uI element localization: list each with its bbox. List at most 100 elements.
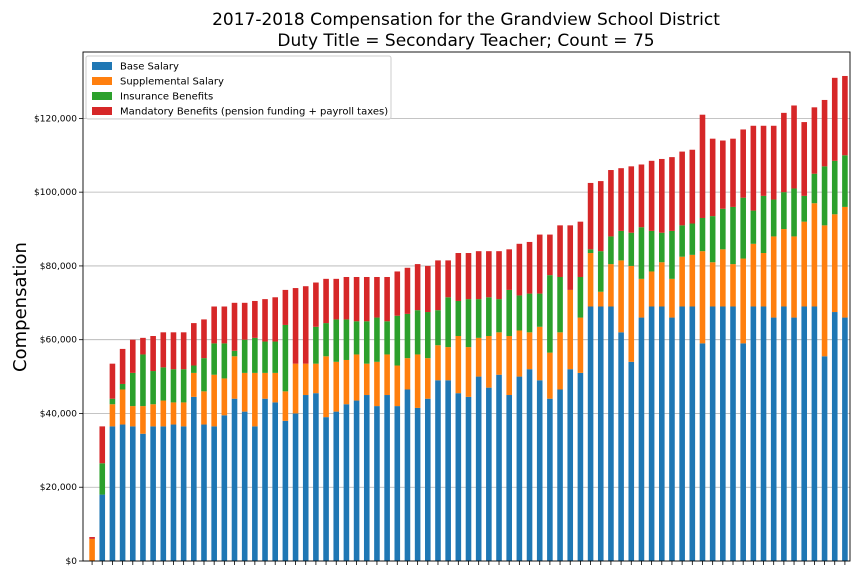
bar-segment — [231, 302, 238, 351]
bar-segment — [180, 402, 187, 427]
bar-segment — [475, 299, 482, 338]
bar-segment — [170, 402, 177, 425]
bar-segment — [811, 107, 818, 174]
bar-segment — [140, 354, 146, 407]
bar-segment — [618, 332, 624, 561]
bar-segment — [323, 278, 329, 324]
bar-segment — [709, 138, 716, 217]
bar-segment — [801, 122, 808, 196]
bar-segment — [709, 216, 716, 263]
bar-segment — [536, 326, 543, 381]
bar-segment — [750, 210, 757, 244]
bar-segment — [363, 363, 370, 396]
legend-swatch — [92, 92, 112, 100]
bar-segment — [455, 336, 462, 394]
bar-segment — [608, 264, 614, 307]
bar-segment — [191, 365, 197, 373]
bar-segment — [770, 317, 777, 561]
bar-segment — [597, 306, 604, 561]
bar-segment — [608, 236, 614, 265]
bar-segment — [323, 417, 329, 561]
legend-swatch — [92, 77, 112, 85]
bar-segment — [435, 260, 441, 311]
bar-segment — [557, 225, 563, 277]
bar-segment — [211, 374, 217, 427]
y-tick-label: $0 — [66, 557, 78, 567]
legend-frame — [85, 55, 392, 120]
chart-title: 2017-2018 Compensation for the Grandview… — [212, 10, 720, 30]
bar-segment — [648, 230, 655, 272]
bar-segment — [709, 306, 716, 561]
bar-segment — [119, 389, 126, 425]
bar-segment — [241, 411, 248, 561]
bar-segment — [394, 271, 401, 316]
y-tick-labels: $0 $20,000 $40,000 $60,000 $80,000 $100,000 $1… — [34, 114, 77, 567]
bar-segment — [506, 395, 512, 561]
bar-segment — [201, 319, 207, 359]
bar-segment — [526, 241, 533, 294]
bar-segment — [750, 125, 757, 211]
bar-segment — [597, 181, 604, 252]
bar-segment — [577, 372, 584, 561]
bar-segment — [770, 236, 777, 318]
bar-segment — [516, 243, 523, 296]
bar-segment — [699, 343, 706, 561]
bar-segment — [272, 402, 279, 561]
bar-segment — [129, 339, 136, 373]
bar-segment — [353, 400, 360, 561]
bar-segment — [384, 354, 390, 396]
bar-segment — [669, 157, 675, 231]
bar-segment — [486, 297, 492, 337]
bar-segment — [536, 293, 543, 327]
bar-segment — [374, 317, 380, 362]
bar-segment — [831, 214, 838, 313]
bar-segment — [567, 289, 574, 370]
legend-label: Supplemental Salary — [120, 77, 224, 88]
bar-segment — [618, 230, 624, 261]
bar-segment — [180, 369, 187, 403]
legend-label: Mandatory Benefits (pension funding + pa… — [120, 107, 388, 118]
bar-segment — [506, 249, 512, 290]
bar-segment — [658, 262, 665, 307]
bar-segment — [292, 413, 299, 561]
bar-segment — [221, 343, 228, 379]
bar-segment — [272, 297, 279, 342]
bar-segment — [262, 398, 268, 561]
y-tick-label: $40,000 — [40, 409, 77, 419]
bar-segment — [150, 404, 156, 427]
bar-segment — [323, 323, 329, 357]
bar-segment — [669, 230, 675, 279]
bar-segment — [425, 312, 431, 359]
bar-segment — [313, 393, 319, 561]
bar-segment — [129, 406, 136, 427]
bar-segment — [302, 286, 309, 364]
bar-segment — [333, 411, 340, 561]
bar-segment — [140, 337, 146, 355]
bar-segment — [282, 289, 289, 325]
bar-segment — [526, 293, 533, 333]
bar-segment — [475, 376, 482, 561]
bar-segment — [343, 404, 350, 561]
bar-segment — [516, 295, 523, 331]
bar-segment — [445, 297, 451, 348]
bar-segment — [770, 199, 777, 237]
bar-segment — [720, 249, 726, 307]
bar-segment — [658, 306, 665, 561]
bar-segment — [292, 363, 299, 414]
bar-segment — [791, 317, 797, 561]
bar-segment — [150, 371, 156, 405]
bar-segment — [557, 389, 563, 561]
bar-segment — [99, 463, 106, 495]
axes — [79, 51, 851, 565]
bar-segment — [445, 380, 451, 561]
bar-segment — [394, 315, 401, 366]
bar-segment — [577, 221, 584, 277]
legend-label: Insurance Benefits — [120, 92, 213, 103]
bar-segment — [404, 358, 411, 390]
bar-segment — [241, 372, 248, 412]
bar-segment — [720, 140, 726, 209]
bar-segment — [119, 348, 126, 384]
bar-segment — [486, 251, 492, 298]
bar-segment — [374, 361, 380, 407]
